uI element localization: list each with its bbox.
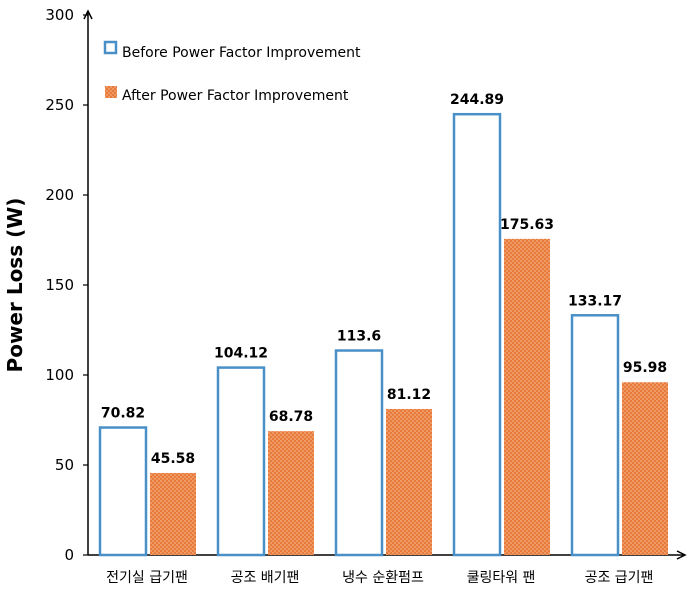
bar-after [622, 382, 668, 555]
bar-before [98, 426, 148, 557]
data-label: 104.12 [214, 346, 268, 362]
data-label: 113.6 [337, 329, 381, 345]
bars [98, 112, 668, 557]
y-tick-label: 200 [45, 186, 74, 204]
legend-label-before: Before Power Factor Improvement [122, 45, 361, 61]
y-tick-label: 250 [45, 96, 74, 114]
x-tick-label: 공조 배기팬 [231, 570, 300, 586]
data-label: 95.98 [623, 360, 667, 376]
y-axis-arrow [83, 9, 93, 20]
bar-after [150, 472, 196, 555]
y-tick-label: 100 [45, 366, 74, 384]
y-tick-label: 150 [45, 276, 74, 294]
y-tick-label: 300 [45, 6, 74, 24]
data-label: 45.58 [151, 451, 195, 467]
legend: Before Power Factor Improvement After Po… [103, 40, 361, 104]
data-labels: 70.82 45.58 104.12 68.78 113.6 81.12 244.89 175… [101, 92, 667, 467]
bar-after [504, 238, 550, 555]
legend-swatch-before [103, 40, 118, 55]
x-tick-label: 냉수 순환펌프 [342, 570, 424, 586]
y-axis: 0 50 100 150 200 250 300 [45, 6, 93, 564]
data-label: 81.12 [387, 387, 431, 403]
legend-swatch-after [105, 86, 117, 98]
legend-label-after: After Power Factor Improvement [122, 88, 349, 104]
bar-before [570, 314, 620, 557]
bar-after [386, 408, 432, 555]
bar-after [268, 431, 314, 555]
data-label: 175.63 [500, 217, 554, 233]
y-tick-label: 0 [64, 546, 74, 564]
data-label: 133.17 [568, 293, 622, 309]
data-label: 68.78 [269, 409, 313, 425]
x-tick-label: 공조 급기팬 [585, 570, 654, 586]
data-label: 244.89 [450, 92, 504, 108]
bar-before [334, 349, 384, 557]
data-label: 70.82 [101, 406, 145, 422]
y-axis-label: Power Loss (W) [3, 198, 27, 373]
x-axis-arrow [676, 550, 687, 560]
bar-before [452, 112, 502, 557]
y-tick-label: 50 [55, 456, 74, 474]
bar-before [216, 366, 266, 557]
x-tick-label: 전기실 급기팬 [106, 570, 188, 586]
x-tick-label: 쿨링타워 팬 [467, 570, 536, 586]
